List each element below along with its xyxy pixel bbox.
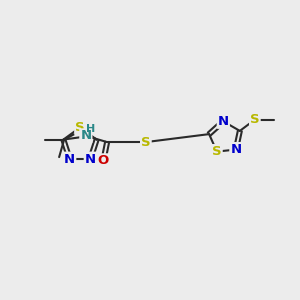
Text: N: N xyxy=(85,153,96,166)
Text: S: S xyxy=(212,145,222,158)
Text: N: N xyxy=(230,143,242,156)
Text: H: H xyxy=(86,124,95,134)
Text: S: S xyxy=(141,136,151,148)
Text: O: O xyxy=(98,154,109,167)
Text: N: N xyxy=(80,129,92,142)
Text: S: S xyxy=(250,113,260,126)
Text: S: S xyxy=(75,121,85,134)
Text: N: N xyxy=(218,115,229,128)
Text: N: N xyxy=(64,153,75,166)
